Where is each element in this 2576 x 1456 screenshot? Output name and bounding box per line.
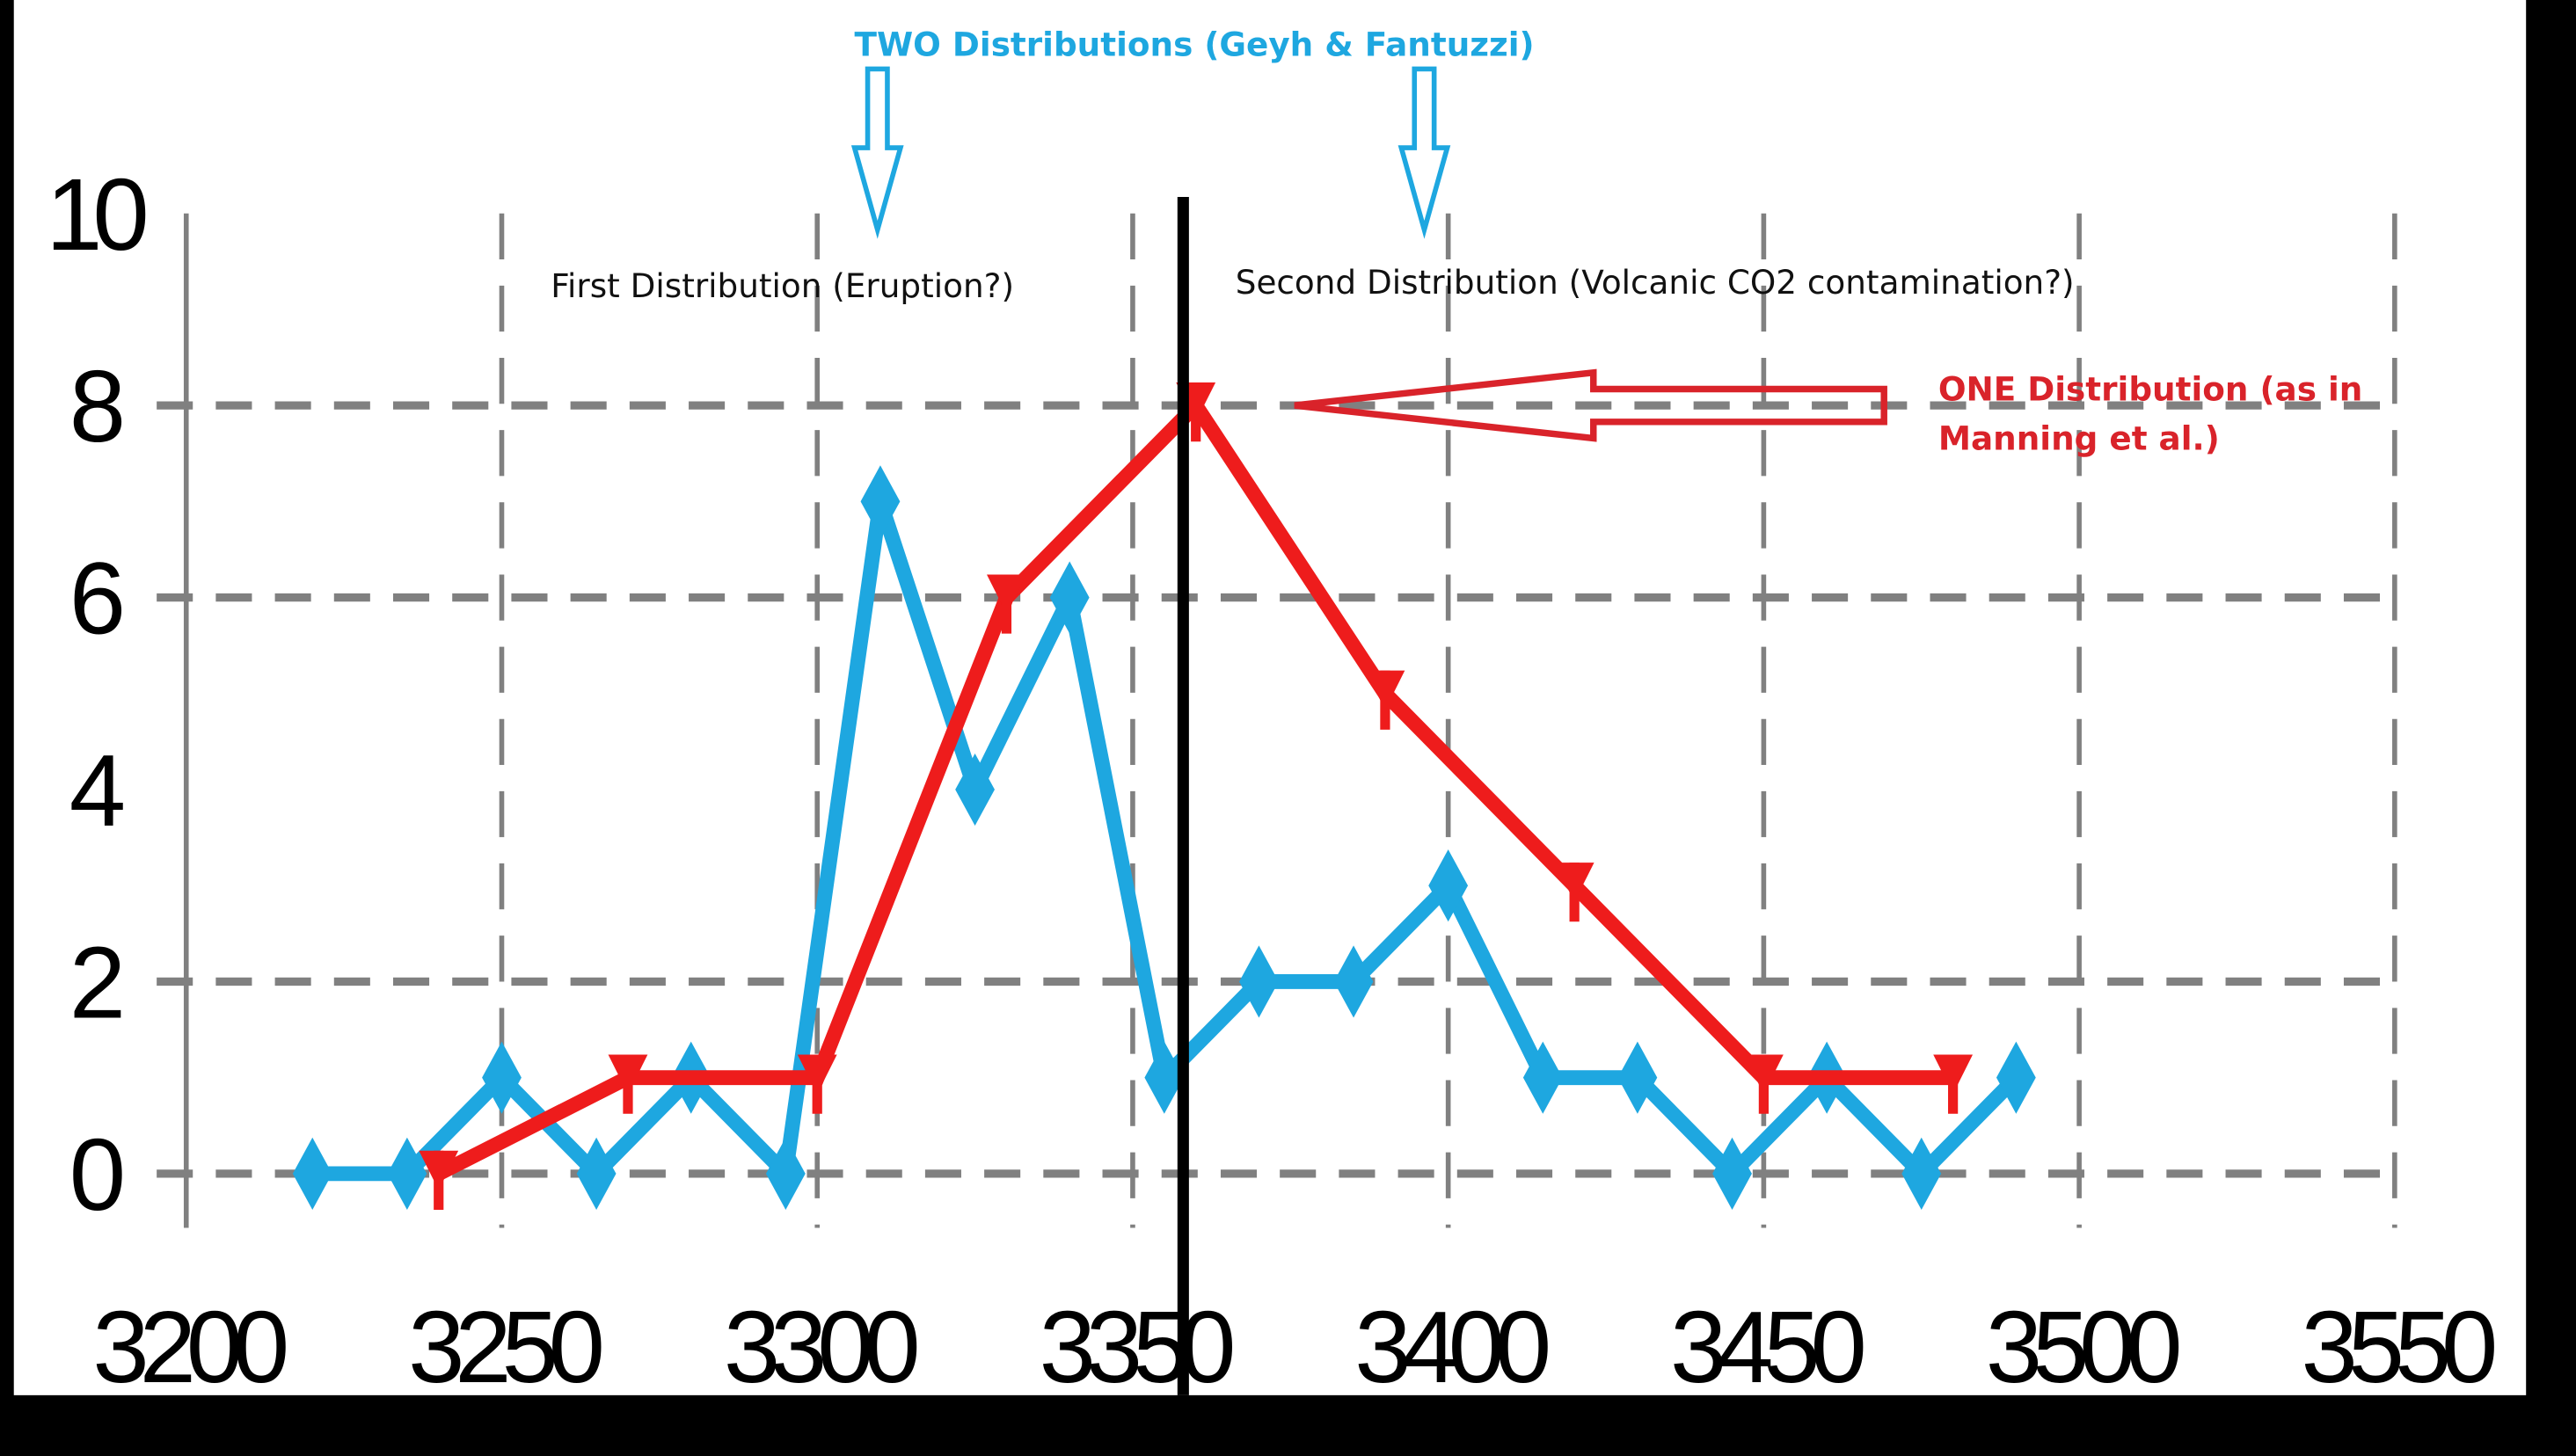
y-tick-label: 8 <box>69 349 122 463</box>
x-tick-label: 3500 <box>1986 1290 2179 1404</box>
first-distribution-label: First Distribution (Eruption?) <box>551 266 1014 305</box>
y-tick-label: 0 <box>69 1117 122 1232</box>
red-arrow-left-icon <box>1294 368 1887 442</box>
plot-background <box>13 0 2527 1395</box>
one-distribution-label-line2: Manning et al.) <box>1938 419 2220 458</box>
one-distribution-label-line1: ONE Distribution (as in <box>1938 370 2363 409</box>
y-tick-label: 2 <box>69 926 121 1040</box>
bottom-frame <box>0 1394 2576 1456</box>
x-tick-label: 3450 <box>1670 1290 1864 1404</box>
x-tick-label: 3200 <box>92 1290 286 1404</box>
x-tick-label: 3250 <box>408 1290 602 1404</box>
data-point-diamond <box>1996 1041 2036 1114</box>
y-tick-label: 4 <box>69 733 123 848</box>
series-layer <box>292 382 2036 1210</box>
x-tick-label: 3400 <box>1354 1290 1548 1404</box>
x-tick-label: 3350 <box>1040 1290 1233 1404</box>
x-tick-label: 3300 <box>724 1290 917 1404</box>
second-distribution-label: Second Distribution (Volcanic CO2 contam… <box>1236 263 2075 302</box>
y-tick-label: 10 <box>46 157 145 272</box>
grid <box>157 213 2397 1228</box>
x-axis-ticks: 3200 3250 3300 3350 3400 3450 3500 3550 <box>92 1290 2504 1404</box>
blue-arrow-down-icon <box>1397 66 1451 239</box>
y-tick-label: 6 <box>69 542 122 656</box>
chart-title: TWO Distributions (Geyh & Fantuzzi) <box>855 25 1535 63</box>
x-tick-label: 3550 <box>2301 1290 2494 1404</box>
blue-arrow-down-icon <box>850 66 904 239</box>
